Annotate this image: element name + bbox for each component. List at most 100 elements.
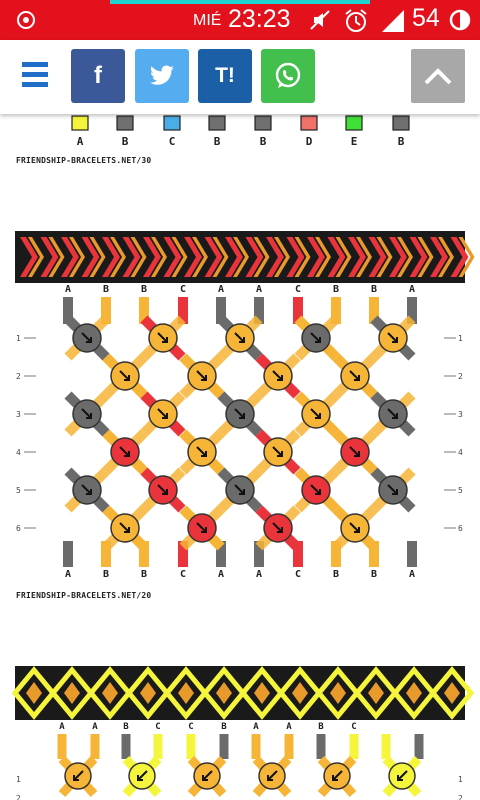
preview-diamond — [368, 682, 384, 704]
preview-chevron — [233, 237, 249, 277]
row-number-left: 1 — [16, 775, 21, 784]
top-strand-letter: A — [409, 284, 415, 295]
preview-diamond — [216, 682, 232, 704]
knot-arrow-icon — [119, 522, 130, 533]
preview-diamond — [64, 682, 80, 704]
signal-icon — [382, 10, 404, 32]
preview-chevron — [102, 237, 120, 277]
knot-arrow-icon — [272, 446, 283, 457]
preview-chevron — [348, 237, 366, 277]
strand-end — [345, 115, 363, 131]
strand-letter: C — [169, 135, 176, 148]
knot-arrow-icon — [349, 370, 360, 381]
row-number-right: 2 — [458, 372, 463, 381]
knot-arrow-icon — [272, 370, 283, 381]
preview-chevron — [204, 237, 223, 277]
preview-diamond — [140, 682, 156, 704]
pattern-20-caption: FRIENDSHIP-BRACELETS.NET/20 — [16, 591, 152, 600]
preview-diamond — [406, 682, 422, 704]
bottom-strand-letter: C — [295, 569, 301, 580]
knot-arrow-icon — [310, 484, 321, 495]
strand-letter: B — [214, 135, 221, 148]
preview-chevron — [171, 237, 188, 277]
knot-arrow-icon — [332, 770, 343, 781]
row-number-left: 1 — [16, 334, 21, 343]
row-number-right: 1 — [458, 334, 463, 343]
knot-arrow-icon — [310, 332, 321, 343]
preview-chevron — [253, 237, 270, 277]
preview-chevron — [315, 237, 331, 277]
row-number-right: 6 — [458, 524, 463, 533]
preview-chevron — [458, 237, 475, 277]
preview-diamond — [26, 682, 42, 704]
row-number-left: 6 — [16, 524, 21, 533]
status-accent-line — [110, 0, 370, 4]
status-bar: MIÉ 23:23 54 — [0, 0, 480, 40]
preview-chevron — [81, 237, 100, 277]
preview-chevron — [163, 237, 182, 277]
preview-chevron — [430, 237, 448, 277]
preview-chevron — [61, 237, 79, 277]
strand-letter: A — [77, 135, 84, 148]
row-number-left: 4 — [16, 448, 21, 457]
bottom-strand-letter: A — [256, 569, 262, 580]
preview-chevron — [20, 237, 38, 277]
preview-diamond — [102, 682, 118, 704]
knot-arrow-icon — [73, 770, 84, 781]
preview-chevron — [212, 237, 229, 277]
battery-percent: 54 — [412, 4, 440, 32]
strand-end — [163, 115, 181, 131]
facebook-share-button[interactable]: f — [71, 49, 125, 103]
preview-chevron — [48, 237, 65, 277]
preview-chevron — [130, 237, 147, 277]
row-number-left: 3 — [16, 410, 21, 419]
preview-chevron — [335, 237, 352, 277]
preview-chevron — [376, 237, 393, 277]
top-strand-letter: A — [256, 284, 262, 295]
battery-icon — [449, 9, 471, 31]
top-strand-letter: C — [295, 284, 301, 295]
top-strand-letter: C — [188, 722, 193, 732]
preview-chevron — [184, 237, 202, 277]
row-number-right: 1 — [458, 775, 463, 784]
preview-diamond — [444, 682, 460, 704]
knot-arrow-icon — [349, 522, 360, 533]
row-number-right: 4 — [458, 448, 463, 457]
preview-chevron — [192, 237, 208, 277]
twitter-share-button[interactable] — [135, 49, 189, 103]
top-strand-letter: A — [218, 284, 224, 295]
top-strand-letter: B — [123, 722, 129, 732]
hamburger-icon[interactable] — [22, 62, 48, 92]
knot-arrow-icon — [157, 484, 168, 495]
facebook-icon: f — [94, 62, 102, 89]
knot-arrow-icon — [196, 446, 207, 457]
scroll-to-top-button[interactable] — [411, 49, 465, 103]
preview-chevron — [28, 237, 44, 277]
preview-chevron — [389, 237, 407, 277]
preview-chevron — [122, 237, 141, 277]
top-strand-letter: C — [351, 722, 356, 732]
knot-arrow-icon — [234, 332, 245, 343]
row-number-left: 2 — [16, 372, 21, 381]
preview-chevron — [89, 237, 106, 277]
knot-arrow-icon — [397, 770, 408, 781]
bottom-strand-letter: C — [180, 569, 186, 580]
knot-arrow-icon — [272, 522, 283, 533]
bottom-strand-letter: B — [103, 569, 109, 580]
strand-letter: B — [260, 135, 267, 148]
tuenti-share-button[interactable]: T! — [198, 49, 252, 103]
knot-arrow-icon — [137, 770, 148, 781]
row-number-right: 2 — [458, 794, 463, 800]
strand-end — [116, 115, 134, 131]
top-strand-letter: A — [253, 722, 259, 732]
knot-arrow-icon — [196, 370, 207, 381]
top-strand-letter: B — [333, 284, 339, 295]
preview-chevron — [327, 237, 346, 277]
whatsapp-share-button[interactable] — [261, 49, 315, 103]
strand-end — [208, 115, 226, 131]
strand-end — [71, 115, 89, 131]
status-day: MIÉ — [193, 12, 222, 29]
top-strand-letter: A — [92, 722, 98, 732]
preview-diamond — [292, 682, 308, 704]
bottom-strand-letter: A — [65, 569, 71, 580]
